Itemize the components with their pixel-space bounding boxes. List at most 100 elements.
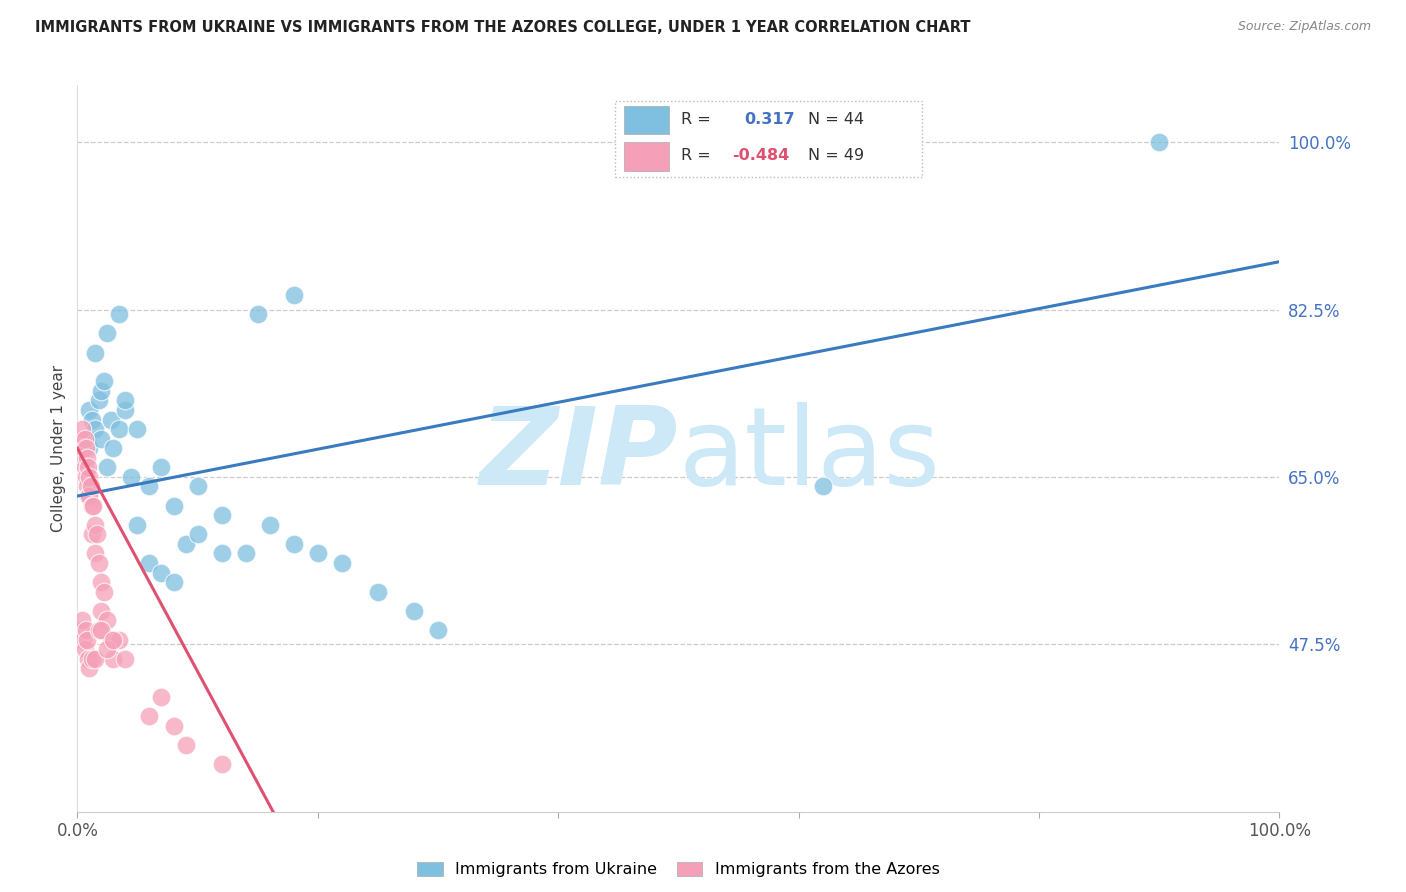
Point	[80, 651, 103, 665]
Point	[70, 432, 93, 446]
Point	[70, 614, 93, 628]
Point	[283, 537, 305, 551]
Text: R =: R =	[682, 148, 711, 162]
Point	[367, 584, 389, 599]
Point	[75, 442, 97, 455]
Point	[120, 470, 142, 484]
Point	[80, 412, 103, 426]
Point	[811, 479, 834, 493]
Point	[103, 651, 125, 665]
Point	[96, 614, 118, 628]
Point	[90, 432, 112, 446]
Text: atlas: atlas	[679, 402, 941, 508]
Point	[103, 442, 125, 455]
Point	[246, 307, 269, 321]
Point	[211, 546, 233, 560]
Point	[96, 642, 118, 657]
Point	[108, 307, 131, 321]
Point	[96, 326, 118, 341]
Point	[77, 460, 100, 475]
Point	[77, 489, 100, 503]
Point	[73, 432, 96, 446]
Point	[162, 499, 184, 513]
Point	[79, 470, 101, 484]
Point	[211, 756, 233, 771]
Point	[187, 479, 209, 493]
Point	[72, 450, 94, 465]
Point	[127, 422, 149, 436]
Point	[79, 489, 101, 503]
FancyBboxPatch shape	[624, 143, 669, 170]
Text: ZIP: ZIP	[479, 402, 679, 508]
Text: N = 44: N = 44	[808, 112, 863, 128]
Point	[87, 556, 110, 570]
Point	[96, 460, 118, 475]
Point	[174, 537, 197, 551]
Y-axis label: College, Under 1 year: College, Under 1 year	[51, 365, 66, 532]
Point	[114, 393, 136, 408]
Text: N = 49: N = 49	[808, 148, 863, 162]
Point	[330, 556, 353, 570]
Point	[84, 345, 107, 359]
Point	[90, 604, 112, 618]
Point	[79, 661, 101, 675]
Point	[76, 479, 98, 493]
Point	[82, 499, 104, 513]
Point	[76, 432, 98, 446]
Point	[90, 384, 112, 398]
FancyBboxPatch shape	[614, 102, 922, 177]
FancyBboxPatch shape	[624, 106, 669, 135]
Point	[307, 546, 329, 560]
Point	[100, 412, 122, 426]
Point	[84, 517, 107, 532]
Point	[84, 651, 107, 665]
Point	[87, 393, 110, 408]
Point	[70, 623, 93, 637]
Point	[87, 623, 110, 637]
Point	[235, 546, 257, 560]
Point	[93, 584, 115, 599]
Text: -0.484: -0.484	[731, 148, 789, 162]
Point	[76, 450, 98, 465]
Point	[72, 632, 94, 647]
Point	[1149, 135, 1171, 149]
Point	[73, 642, 96, 657]
Point	[70, 422, 93, 436]
Point	[84, 422, 107, 436]
Point	[108, 422, 131, 436]
Point	[174, 738, 197, 752]
Point	[86, 527, 108, 541]
Point	[84, 546, 107, 560]
Point	[79, 479, 101, 493]
Text: 0.317: 0.317	[745, 112, 796, 128]
Point	[138, 556, 160, 570]
Text: R =: R =	[682, 112, 711, 128]
Point	[76, 632, 98, 647]
Point	[150, 566, 173, 580]
Point	[75, 470, 97, 484]
Point	[93, 374, 115, 388]
Point	[150, 460, 173, 475]
Point	[75, 623, 97, 637]
Point	[138, 709, 160, 723]
Point	[90, 575, 112, 590]
Legend: Immigrants from Ukraine, Immigrants from the Azores: Immigrants from Ukraine, Immigrants from…	[411, 855, 946, 884]
Point	[90, 623, 112, 637]
Text: IMMIGRANTS FROM UKRAINE VS IMMIGRANTS FROM THE AZORES COLLEGE, UNDER 1 YEAR CORR: IMMIGRANTS FROM UKRAINE VS IMMIGRANTS FR…	[35, 20, 970, 35]
Point	[211, 508, 233, 523]
Point	[114, 651, 136, 665]
Point	[108, 632, 131, 647]
Point	[162, 718, 184, 732]
Point	[187, 527, 209, 541]
Point	[79, 403, 101, 417]
Point	[100, 632, 122, 647]
Point	[162, 575, 184, 590]
Point	[79, 442, 101, 455]
Point	[72, 442, 94, 455]
Text: Source: ZipAtlas.com: Source: ZipAtlas.com	[1237, 20, 1371, 33]
Point	[402, 604, 425, 618]
Point	[103, 632, 125, 647]
Point	[138, 479, 160, 493]
Point	[80, 527, 103, 541]
Point	[427, 623, 450, 637]
